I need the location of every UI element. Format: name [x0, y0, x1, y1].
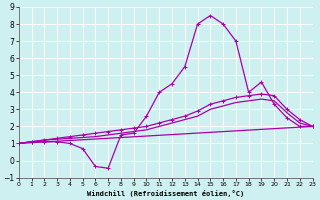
X-axis label: Windchill (Refroidissement éolien,°C): Windchill (Refroidissement éolien,°C) [87, 190, 244, 197]
